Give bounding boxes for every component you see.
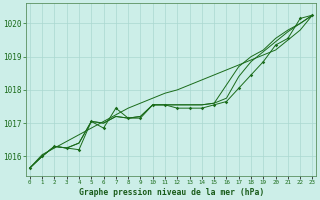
- X-axis label: Graphe pression niveau de la mer (hPa): Graphe pression niveau de la mer (hPa): [78, 188, 264, 197]
